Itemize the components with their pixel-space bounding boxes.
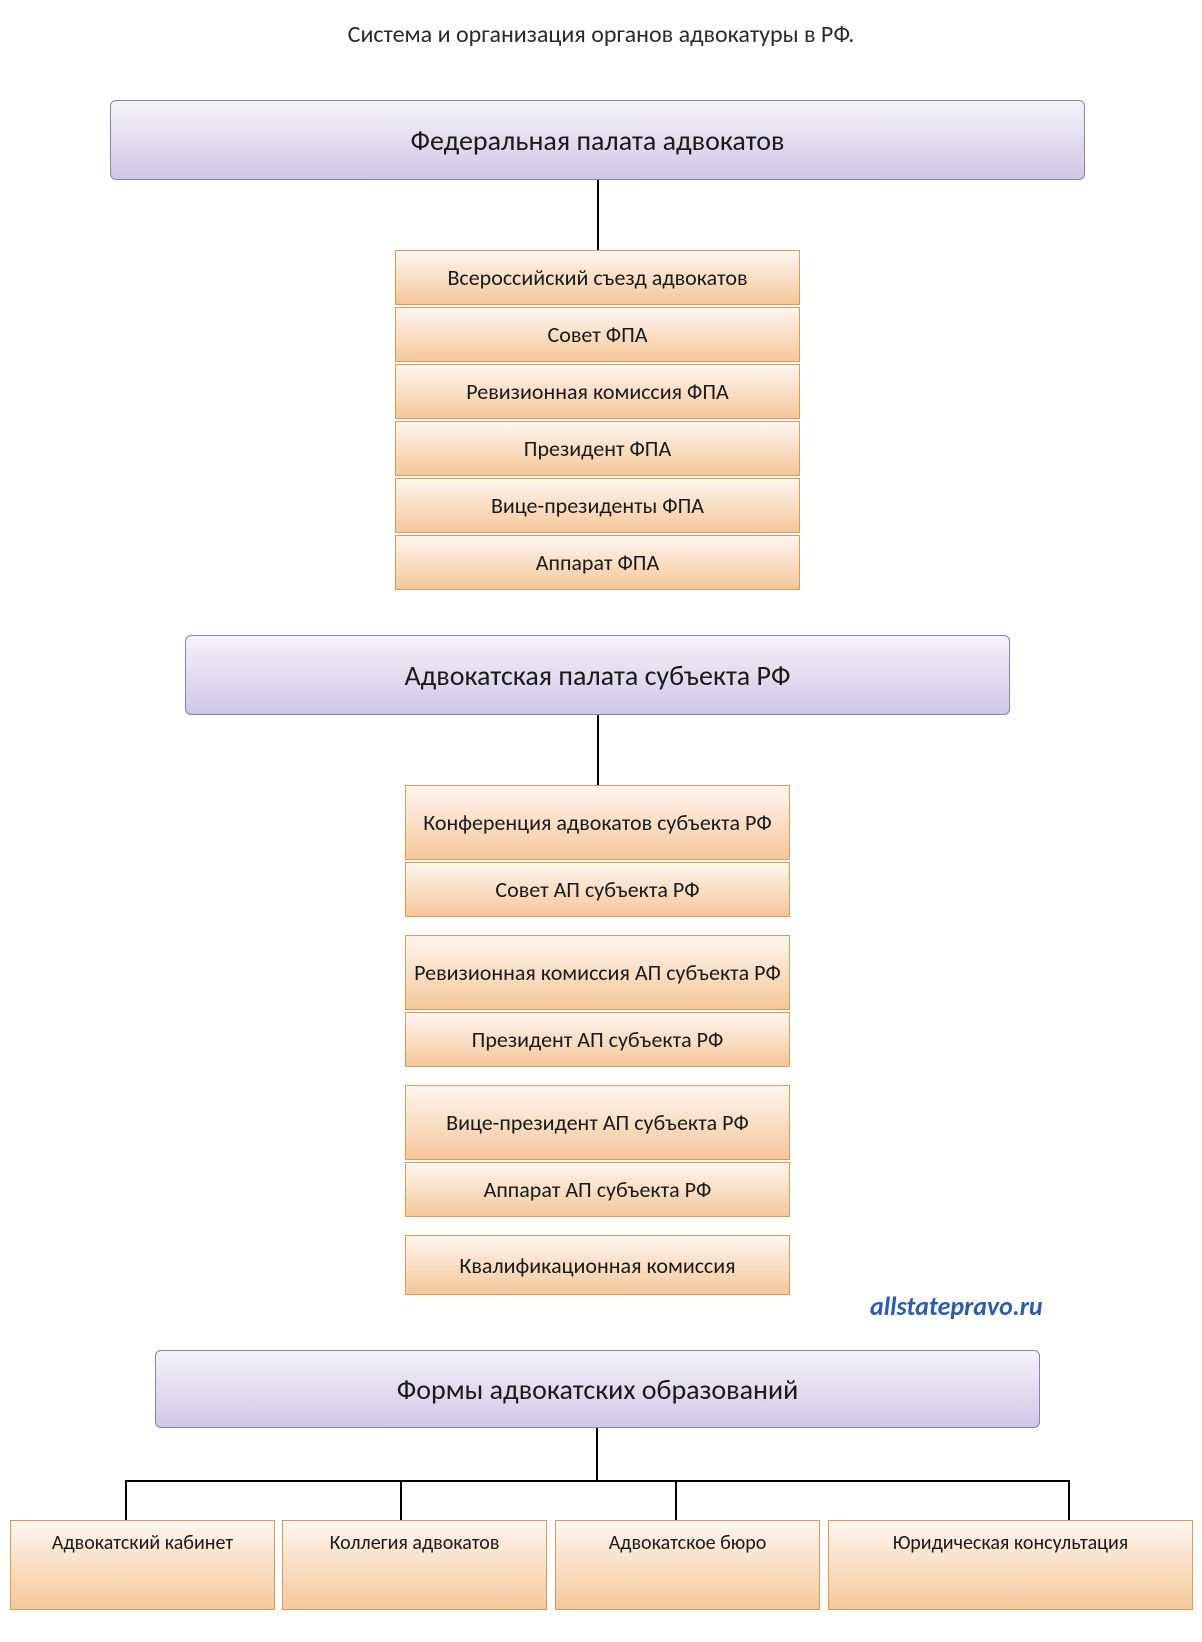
- diagram-canvas: Система и организация органов адвокатуры…: [0, 0, 1202, 1642]
- connector-line: [125, 1480, 1070, 1482]
- ap-item: Ревизионная комиссия АП субъекта РФ: [405, 935, 790, 1010]
- header-federal-chamber: Федеральная палата адвокатов: [110, 100, 1085, 180]
- ap-item-label: Конференция адвокатов субъекта РФ: [423, 809, 772, 836]
- header-label: Формы адвокатских образований: [397, 1372, 799, 1407]
- formation-item: Юридическая консультация: [828, 1520, 1193, 1610]
- formation-item-label: Адвокатский кабинет: [52, 1531, 233, 1555]
- ap-item: Аппарат АП субъекта РФ: [405, 1162, 790, 1217]
- header-subject-chamber: Адвокатская палата субъекта РФ: [185, 635, 1010, 715]
- header-label: Адвокатская палата субъекта РФ: [404, 658, 790, 693]
- fpa-item: Ревизионная комиссия ФПА: [395, 364, 800, 419]
- fpa-item-label: Президент ФПА: [524, 435, 671, 462]
- connector-line: [400, 1480, 402, 1520]
- formation-item: Адвокатское бюро: [555, 1520, 820, 1610]
- formation-item: Коллегия адвокатов: [282, 1520, 547, 1610]
- fpa-item: Президент ФПА: [395, 421, 800, 476]
- fpa-item-label: Вице-президенты ФПА: [491, 492, 704, 519]
- ap-item-label: Вице-президент АП субъекта РФ: [446, 1109, 749, 1136]
- formation-item-label: Коллегия адвокатов: [330, 1531, 500, 1555]
- connector-line: [597, 715, 599, 785]
- header-label: Федеральная палата адвокатов: [411, 123, 785, 158]
- connector-line: [596, 1428, 598, 1482]
- ap-item-label: Аппарат АП субъекта РФ: [484, 1176, 712, 1203]
- fpa-item-label: Всероссийский съезд адвокатов: [447, 264, 747, 291]
- fpa-item: Вице-президенты ФПА: [395, 478, 800, 533]
- ap-item-label: Квалификационная комиссия: [459, 1252, 735, 1279]
- fpa-item-label: Совет ФПА: [548, 321, 648, 348]
- ap-item: Совет АП субъекта РФ: [405, 862, 790, 917]
- ap-item-label: Совет АП субъекта РФ: [495, 876, 699, 903]
- ap-item: Квалификационная комиссия: [405, 1235, 790, 1295]
- fpa-item-label: Ревизионная комиссия ФПА: [466, 378, 729, 405]
- connector-line: [1068, 1480, 1070, 1520]
- ap-item-label: Ревизионная комиссия АП субъекта РФ: [414, 959, 781, 986]
- formation-item-label: Юридическая консультация: [893, 1531, 1129, 1555]
- ap-item: Вице-президент АП субъекта РФ: [405, 1085, 790, 1160]
- connector-line: [675, 1480, 677, 1520]
- formation-item: Адвокатский кабинет: [10, 1520, 275, 1610]
- connector-line: [125, 1480, 127, 1520]
- page-title: Система и организация органов адвокатуры…: [0, 20, 1202, 49]
- watermark-text: allstatepravo.ru: [870, 1290, 1043, 1322]
- fpa-item: Аппарат ФПА: [395, 535, 800, 590]
- header-formations-header: Формы адвокатских образований: [155, 1350, 1040, 1428]
- formation-item-label: Адвокатское бюро: [609, 1531, 767, 1555]
- fpa-item-label: Аппарат ФПА: [536, 549, 659, 576]
- fpa-item: Всероссийский съезд адвокатов: [395, 250, 800, 305]
- fpa-item: Совет ФПА: [395, 307, 800, 362]
- ap-item: Конференция адвокатов субъекта РФ: [405, 785, 790, 860]
- ap-item: Президент АП субъекта РФ: [405, 1012, 790, 1067]
- connector-line: [597, 180, 599, 250]
- ap-item-label: Президент АП субъекта РФ: [472, 1026, 724, 1053]
